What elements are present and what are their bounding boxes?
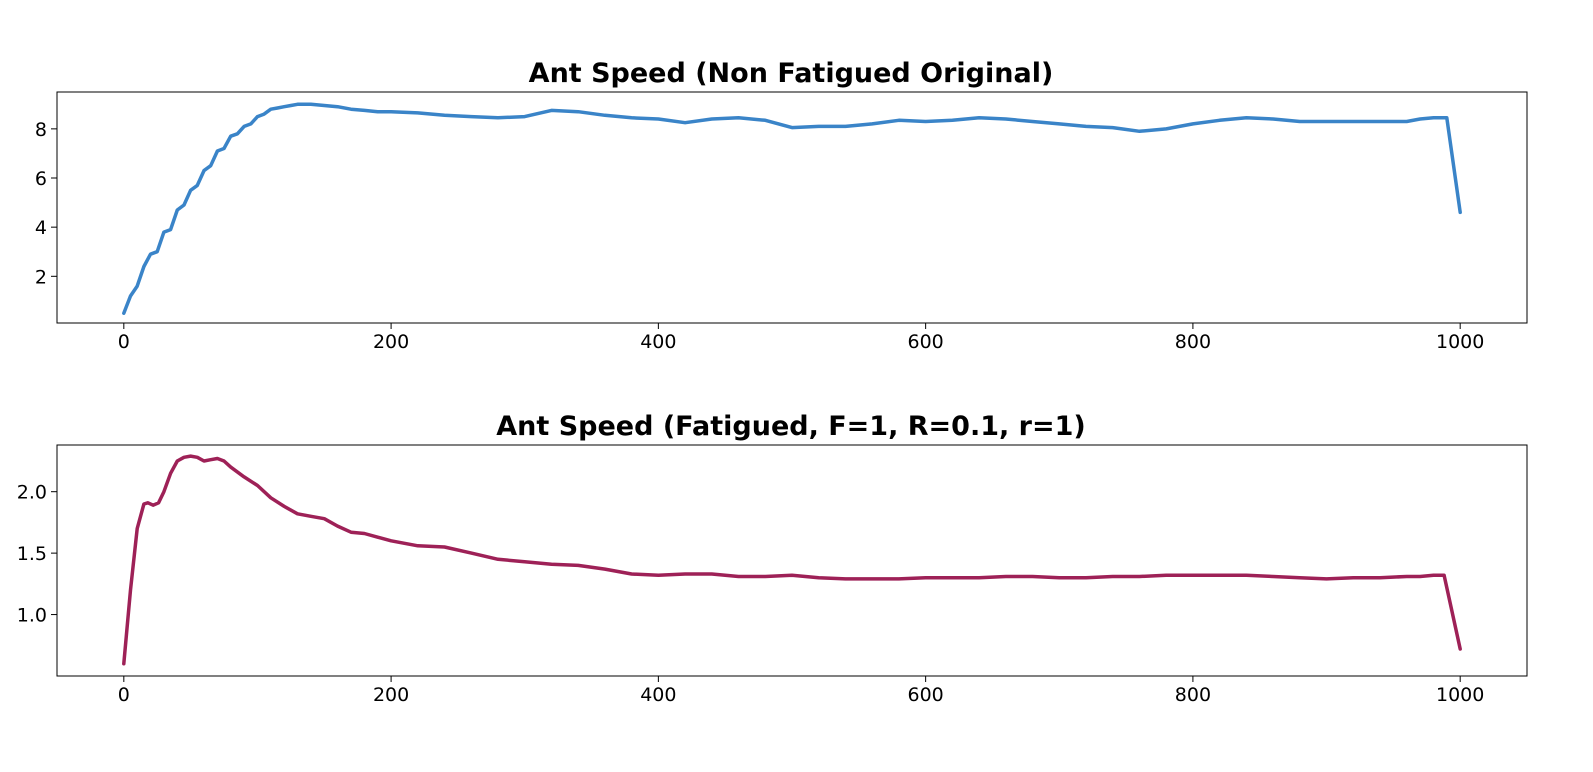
x-tick-label: 200	[373, 684, 409, 706]
x-tick-label: 400	[640, 331, 676, 353]
plot-frame	[56, 91, 1528, 324]
x-tick-label: 800	[1175, 331, 1211, 353]
chart-fatigued: Ant Speed (Fatigued, F=1, R=0.1, r=1) 0 2…	[17, 411, 1528, 706]
chart-title: Ant Speed (Fatigued, F=1, R=0.1, r=1)	[496, 411, 1085, 442]
x-tick-label: 1000	[1436, 331, 1484, 353]
y-tick-label: 1.5	[17, 543, 47, 565]
series-line	[122, 102, 1462, 315]
x-tick-label: 1000	[1436, 684, 1484, 706]
y-tick-label: 4	[35, 217, 47, 239]
y-tick-label: 2.0	[17, 482, 47, 504]
plot-frame	[56, 444, 1528, 677]
y-tick-label: 6	[35, 168, 47, 190]
y-tick-label: 1.0	[17, 605, 47, 627]
x-tick-label: 800	[1175, 684, 1211, 706]
x-tick-label: 0	[118, 684, 130, 706]
x-tick-label: 600	[908, 684, 944, 706]
x-tick-label: 0	[118, 331, 130, 353]
x-tick-label: 200	[373, 331, 409, 353]
y-tick-label: 8	[35, 119, 47, 141]
chart-non-fatigued: Ant Speed (Non Fatigued Original) 0 200 40…	[35, 58, 1528, 353]
series-line	[122, 454, 1462, 666]
y-tick-label: 2	[35, 266, 47, 288]
x-tick-label: 600	[908, 331, 944, 353]
x-tick-label: 400	[640, 684, 676, 706]
chart-title: Ant Speed (Non Fatigued Original)	[529, 58, 1054, 89]
